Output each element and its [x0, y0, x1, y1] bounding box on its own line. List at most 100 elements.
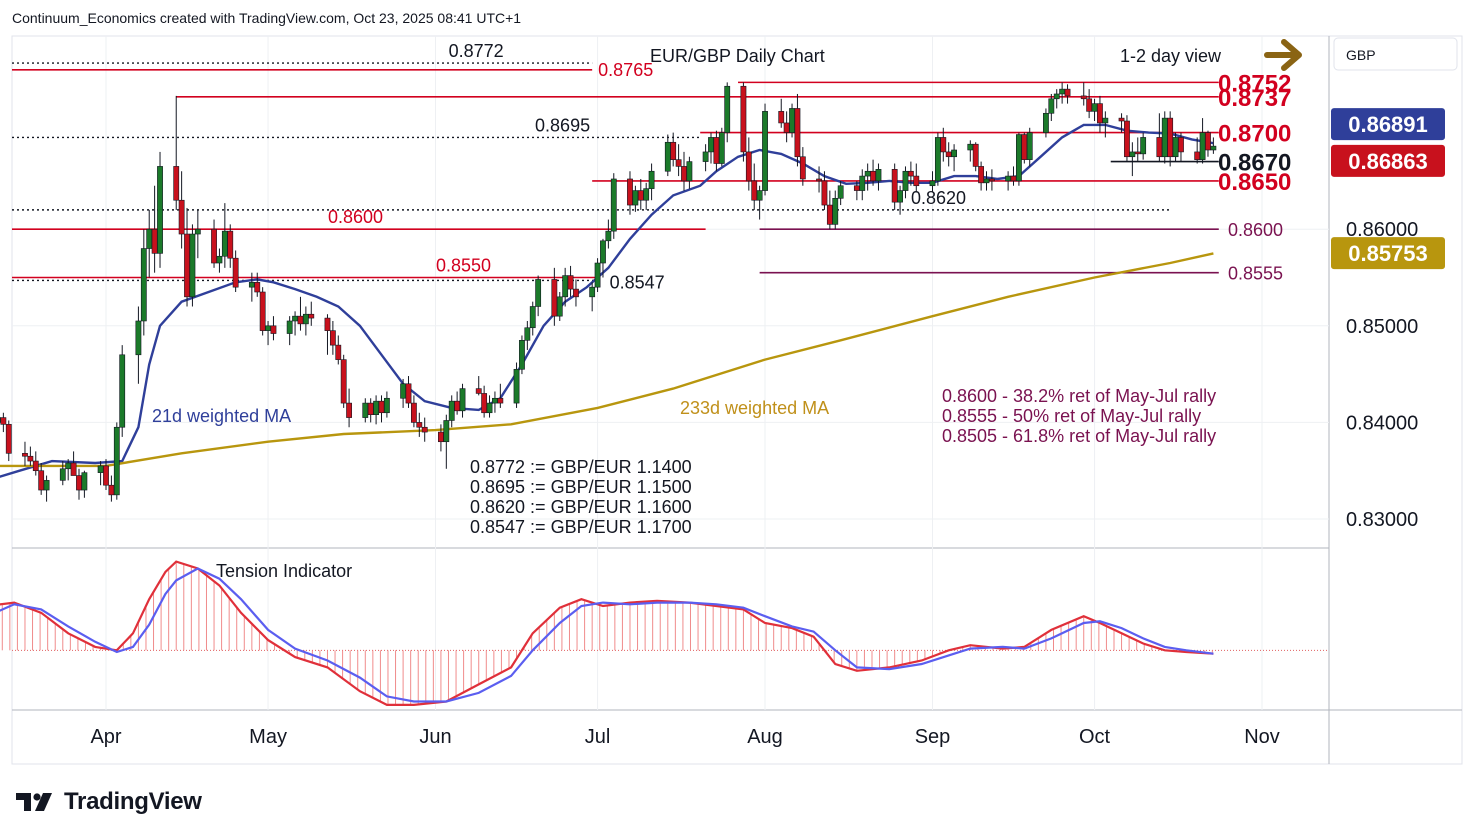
price-badges: 0.86891 0.86863 0.85753: [1331, 108, 1445, 270]
candle-body: [1053, 93, 1060, 100]
candle-body: [783, 122, 790, 133]
wma233-line: [0, 252, 1214, 468]
candle-body: [43, 480, 50, 491]
candle-body: [340, 359, 347, 404]
candle-body: [286, 320, 293, 334]
candle-body: [329, 330, 336, 346]
candle-body: [362, 402, 369, 418]
candle-body: [648, 170, 655, 189]
candle-body: [486, 402, 493, 414]
candle-body: [799, 156, 806, 180]
conversion-note-4: 0.8547 := GBP/EUR 1.1700: [470, 517, 692, 537]
candle-body: [0, 417, 7, 425]
candle-body: [762, 111, 768, 191]
month-tick-label: Jul: [585, 726, 611, 748]
candle-body: [513, 368, 520, 404]
price-badge-0: [1331, 108, 1445, 141]
candle-body: [556, 296, 563, 317]
candle-body: [1129, 151, 1136, 158]
candle-body: [1059, 88, 1066, 95]
candle-body: [265, 325, 271, 331]
conversion-note-1: 0.8772 := GBP/EUR 1.1400: [470, 457, 692, 477]
tradingview-logo[interactable]: TradingView: [16, 788, 202, 816]
candle-body: [870, 170, 876, 182]
candle-body: [248, 282, 255, 288]
candle-body: [254, 282, 261, 293]
candle-body: [97, 465, 104, 473]
candle-body: [600, 240, 606, 264]
tension-title: Tension Indicator: [216, 561, 352, 581]
chart-labels: EUR/GBP Daily Chart 1-2 day view GBP 21d…: [152, 37, 1458, 581]
candle-body: [108, 484, 115, 496]
candle-body: [1124, 120, 1130, 158]
candle-body: [492, 397, 498, 404]
candle-body: [157, 166, 163, 254]
candle-body: [951, 149, 957, 158]
candle-body: [1156, 137, 1163, 158]
candle-body: [945, 151, 952, 158]
candle-body: [189, 233, 196, 298]
candle-body: [119, 354, 126, 428]
candle-body: [643, 188, 650, 201]
level-label-3: 0.8737: [1218, 85, 1291, 112]
candle-body: [940, 137, 947, 153]
candle-body: [589, 286, 596, 298]
candle-body: [934, 137, 941, 182]
candle-body: [789, 108, 795, 133]
candle-body: [259, 291, 266, 331]
candle-body: [184, 233, 190, 298]
candle-body: [302, 313, 309, 325]
candle-body: [65, 462, 72, 470]
candle-body: [837, 185, 844, 199]
level-label-13: 0.8555: [1228, 264, 1283, 284]
level-label-11: 0.8550: [436, 256, 491, 276]
candle-body: [232, 257, 239, 288]
candle-body: [902, 170, 909, 191]
candle-body: [146, 228, 153, 249]
candle-body: [529, 306, 536, 329]
candle-body: [1161, 117, 1168, 158]
right-arrow-icon: [1264, 39, 1302, 71]
price-tick-label: 0.86000: [1346, 219, 1418, 241]
candle-body: [713, 137, 720, 164]
candle-body: [708, 137, 714, 153]
currency-label: GBP: [1346, 47, 1376, 63]
candle-body: [70, 462, 77, 476]
price-tick-label: 0.85000: [1346, 316, 1418, 338]
candle-body: [335, 344, 342, 360]
candle-body: [1102, 117, 1109, 124]
candle-body: [140, 248, 147, 322]
month-tick-label: Nov: [1244, 726, 1280, 748]
price-badge-1: [1331, 144, 1445, 177]
candle-body: [400, 383, 407, 399]
candle-body: [292, 315, 298, 322]
candle-body: [297, 315, 304, 325]
candle-body: [1026, 132, 1033, 160]
candle-body: [5, 424, 12, 454]
candle-body: [411, 402, 417, 423]
candle-body: [832, 197, 839, 225]
month-tick-label: May: [249, 726, 287, 748]
candle-body: [1016, 134, 1022, 182]
candle-body: [59, 468, 66, 481]
grid-lines: [12, 36, 1329, 710]
conversion-note-2: 0.8695 := GBP/EUR 1.1500: [470, 477, 692, 497]
candle-body: [454, 400, 461, 412]
month-tick-label: Jun: [419, 726, 451, 748]
candle-body: [448, 400, 455, 421]
candle-body: [897, 190, 903, 203]
candle-body: [1178, 137, 1184, 153]
candle-body: [1210, 145, 1217, 151]
candle-body: [405, 383, 412, 404]
candle-body: [637, 190, 644, 201]
month-tick-label: Sep: [915, 726, 951, 748]
candle-body: [378, 400, 385, 414]
month-tick-label: Apr: [90, 726, 121, 748]
candle-body: [103, 465, 109, 486]
candle-body: [632, 190, 639, 206]
level-label-7: 0.8650: [1218, 169, 1291, 196]
candle-body: [27, 455, 34, 462]
candle-body: [681, 166, 687, 182]
